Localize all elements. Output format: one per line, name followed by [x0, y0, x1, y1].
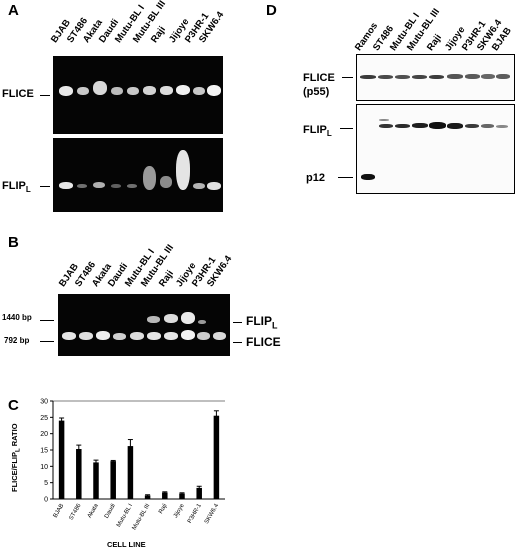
- bar: [144, 495, 151, 499]
- x-tick-label: Raji: [158, 503, 168, 515]
- x-tick-label: SKW6.4: [204, 502, 221, 525]
- label-tick: [338, 177, 353, 179]
- flip-label-d: FLIPL: [303, 124, 332, 138]
- panel-a-gel-top: [53, 56, 223, 134]
- bar: [162, 492, 168, 499]
- label-tick: [40, 95, 50, 97]
- y-axis-title-main: FLICE/FLIP: [10, 452, 19, 492]
- lane-label: Raji: [424, 32, 445, 53]
- flice-label-a: FLICE: [2, 88, 34, 100]
- flip-label-sub: L: [326, 129, 332, 139]
- y-axis-title-sub: L: [15, 448, 22, 452]
- panel-a-lane-labels: BJAB ST486 Akata Daudi Mutu-BL I Mutu-BL…: [0, 0, 230, 60]
- flip-label-sub: L: [272, 320, 278, 331]
- panel-a-letter: A: [8, 2, 19, 19]
- size-label-1440: 1440 bp: [2, 313, 32, 322]
- flip-label-b: FLIPL: [246, 314, 278, 330]
- x-tick-label: Mutu-BL I: [116, 503, 134, 529]
- x-tick-label: Daudi: [104, 503, 117, 520]
- y-axis-title: FLICE/FLIPL RATIO: [10, 423, 22, 492]
- panel-d-letter: D: [266, 2, 277, 19]
- bar: [93, 462, 99, 499]
- panel-a-gel-bottom: [53, 138, 223, 212]
- y-tick-label: 0: [44, 497, 48, 504]
- size-tick: [40, 341, 54, 343]
- x-axis-title: CELL LINE: [107, 540, 146, 549]
- flip-label-main: FLIP: [246, 314, 272, 328]
- bar: [179, 493, 185, 499]
- bar: [196, 487, 202, 499]
- bar: [213, 415, 220, 499]
- y-tick-label: 10: [40, 464, 48, 471]
- size-label-792: 792 bp: [4, 336, 30, 345]
- flice-label-b: FLICE: [246, 335, 281, 349]
- bar: [110, 461, 116, 499]
- x-tick-label: Jijoye: [173, 502, 186, 519]
- bar: [76, 449, 82, 499]
- y-tick-label: 5: [44, 480, 48, 487]
- label-tick: [40, 186, 50, 188]
- label-tick: [233, 322, 242, 324]
- panel-d-blot-bottom: [356, 104, 515, 194]
- y-tick-label: 20: [40, 431, 48, 438]
- flip-label-sub: L: [25, 185, 31, 195]
- x-tick-label: ST486: [68, 502, 82, 521]
- x-tick-label: BJAB: [53, 503, 66, 519]
- p12-label: p12: [306, 172, 325, 184]
- y-tick-label: 15: [40, 448, 48, 455]
- label-tick: [233, 342, 242, 344]
- panel-c-letter: C: [8, 397, 19, 414]
- y-tick-label: 25: [40, 415, 48, 422]
- flice-label-d-sub: (p55): [303, 86, 330, 98]
- size-tick: [40, 320, 54, 322]
- bar: [127, 446, 134, 499]
- x-tick-label: P3HR-1: [187, 502, 203, 524]
- flip-label-a: FLIPL: [2, 180, 31, 194]
- bar: [58, 420, 65, 499]
- panel-d-blot-top: [356, 54, 515, 101]
- panel-d-lane-labels: Ramos ST486 Mutu-BL I Mutu-BL III Raji J…: [300, 0, 520, 60]
- flip-label-main: FLIP: [2, 180, 26, 192]
- panel-b-gel: [58, 294, 230, 356]
- x-tick-label: Mutu-BL III: [132, 503, 152, 532]
- panel-b-letter: B: [8, 234, 19, 251]
- label-tick: [340, 128, 353, 130]
- flip-label-main: FLIP: [303, 124, 327, 136]
- flice-label-d: FLICE: [303, 72, 335, 84]
- x-tick-label: Akata: [87, 502, 100, 519]
- y-axis-title-suffix: RATIO: [10, 423, 19, 449]
- y-tick-label: 30: [40, 399, 48, 406]
- label-tick: [342, 77, 353, 79]
- panel-b-lane-labels: BJAB ST486 Akata Daudi Mutu-BL I Mutu-BL…: [0, 240, 234, 300]
